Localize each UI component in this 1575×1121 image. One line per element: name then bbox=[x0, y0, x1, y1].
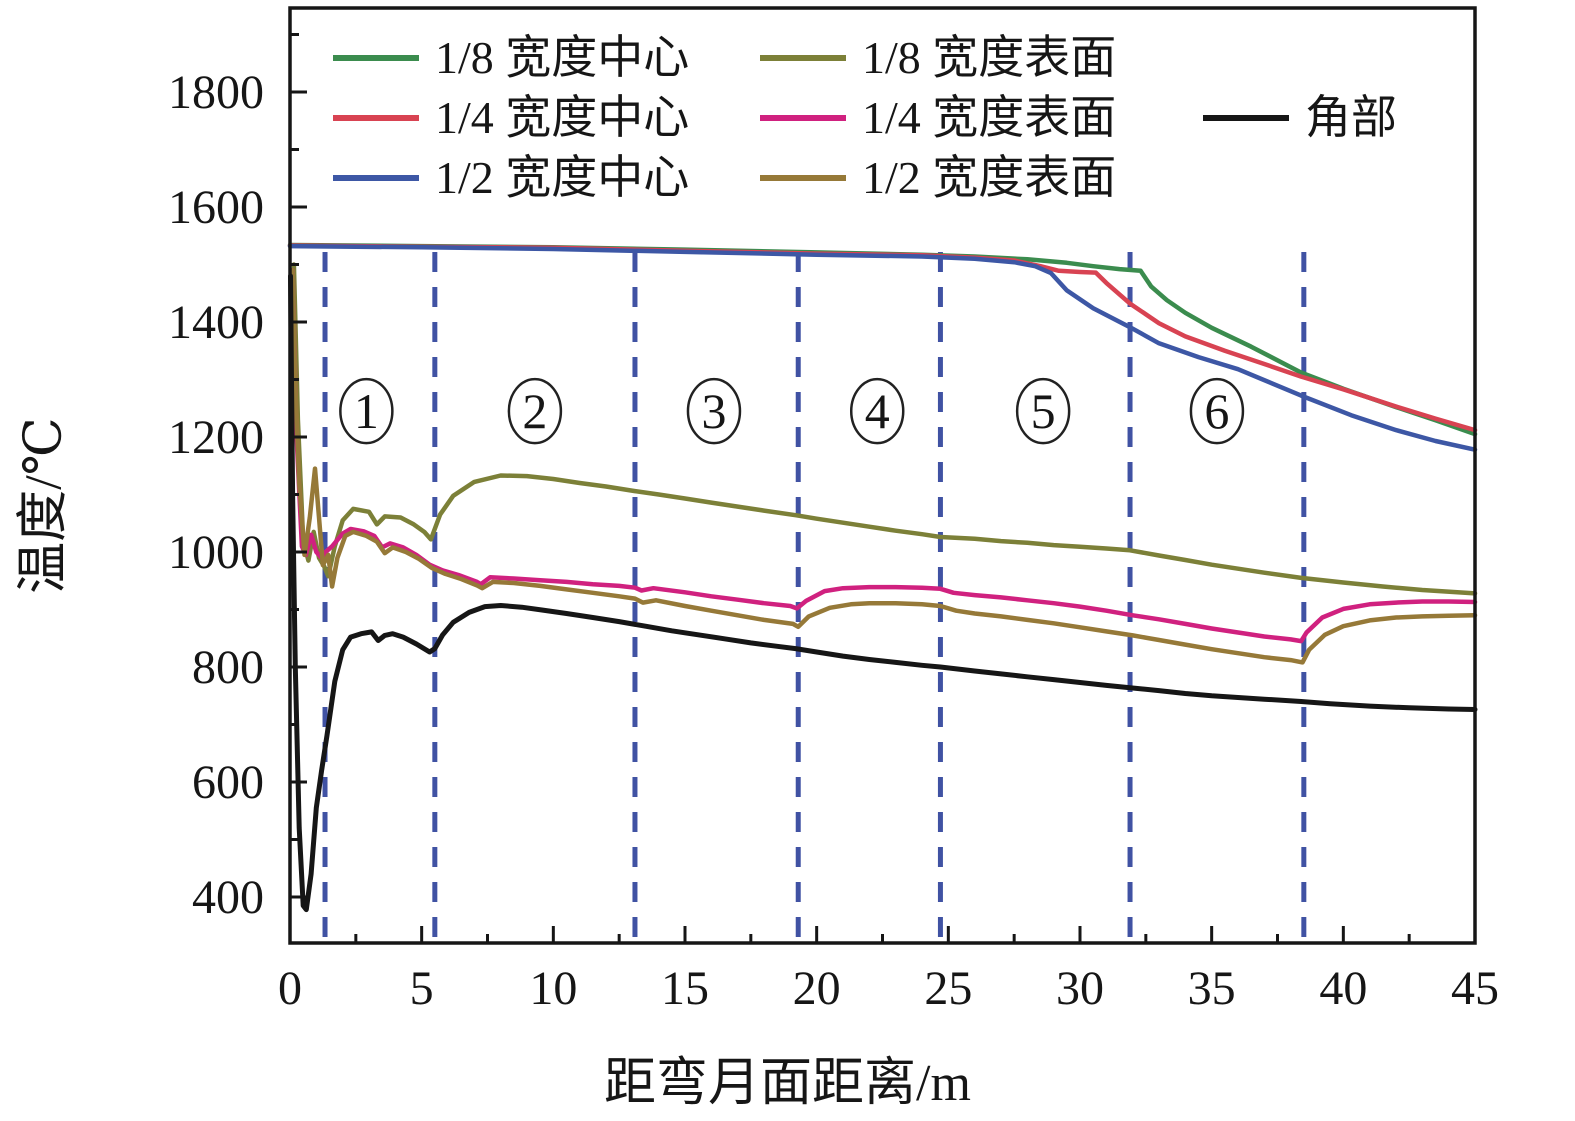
zone-number: 6 bbox=[1204, 383, 1229, 439]
legend-label-1-2-surface: 1/2 宽度表面 bbox=[862, 152, 1117, 203]
legend-entry-1-2-surface: 1/2 宽度表面 bbox=[760, 148, 1116, 208]
zone-number: 3 bbox=[701, 383, 726, 439]
legend-label-1-8-surface: 1/8 宽度表面 bbox=[862, 32, 1117, 83]
zone-number: 1 bbox=[354, 383, 379, 439]
legend-label-1-4-center: 1/4 宽度中心 bbox=[435, 92, 690, 143]
x-tick-label: 40 bbox=[1319, 962, 1367, 1015]
legend-entry-1-8-center: 1/8 宽度中心 bbox=[333, 28, 689, 88]
y-tick-label: 600 bbox=[192, 756, 264, 809]
y-tick-label: 400 bbox=[192, 871, 264, 924]
legend-entry-1-8-surface: 1/8 宽度表面 bbox=[760, 28, 1116, 88]
x-tick-label: 25 bbox=[924, 962, 972, 1015]
y-tick-label: 1000 bbox=[168, 526, 264, 579]
series-line-corner bbox=[288, 273, 1478, 913]
legend-column-3: 角部 bbox=[1203, 88, 1397, 148]
zone-number-circle bbox=[339, 377, 394, 445]
y-tick-label: 1800 bbox=[168, 66, 264, 119]
zone-number: 5 bbox=[1031, 383, 1056, 439]
legend-swatch-1-8-surface bbox=[760, 55, 846, 61]
legend-column-2: 1/8 宽度表面 1/4 宽度表面 1/2 宽度表面 bbox=[760, 28, 1116, 208]
legend-swatch-1-2-center bbox=[333, 175, 419, 181]
legend-entry-corner: 角部 bbox=[1203, 88, 1397, 148]
x-tick-label: 35 bbox=[1188, 962, 1236, 1015]
series-line-1-2-center bbox=[287, 243, 1478, 452]
y-tick-label: 1200 bbox=[168, 411, 264, 464]
x-tick-label: 30 bbox=[1056, 962, 1104, 1015]
zone-number: 2 bbox=[522, 383, 547, 439]
series-line-1-2-surface bbox=[290, 268, 1478, 665]
y-axis-title: 温度/℃ bbox=[15, 417, 73, 594]
legend-label-corner: 角部 bbox=[1305, 92, 1397, 143]
legend-entry-1-4-center: 1/4 宽度中心 bbox=[333, 88, 689, 148]
legend-swatch-1-4-center bbox=[333, 115, 419, 121]
y-tick-label: 1600 bbox=[168, 181, 264, 234]
legend-label-1-4-surface: 1/4 宽度表面 bbox=[862, 92, 1117, 143]
legend-column-1: 1/8 宽度中心 1/4 宽度中心 1/2 宽度中心 bbox=[333, 28, 689, 208]
legend-label-1-2-center: 1/2 宽度中心 bbox=[435, 152, 690, 203]
series-line-1-4-surface bbox=[290, 268, 1478, 644]
x-tick-label: 10 bbox=[529, 962, 577, 1015]
x-tick-label: 5 bbox=[410, 962, 434, 1015]
zone-number: 4 bbox=[865, 383, 890, 439]
x-tick-label: 0 bbox=[278, 962, 302, 1015]
legend-swatch-1-4-surface bbox=[760, 115, 846, 121]
plot-frame bbox=[288, 6, 1477, 945]
legend-entry-1-4-surface: 1/4 宽度表面 bbox=[760, 88, 1116, 148]
zone-number-circle bbox=[686, 377, 742, 445]
legend-swatch-corner bbox=[1203, 115, 1289, 121]
legend-label-1-8-center: 1/8 宽度中心 bbox=[435, 32, 690, 83]
zone-number-circle bbox=[849, 377, 905, 445]
y-tick-label: 1400 bbox=[168, 296, 264, 349]
x-tick-label: 15 bbox=[661, 962, 709, 1015]
x-axis-title: 距弯月面距离/m bbox=[604, 1055, 971, 1112]
x-tick-label: 45 bbox=[1451, 962, 1499, 1015]
zone-number-circle bbox=[1189, 377, 1245, 445]
zone-number-circle bbox=[1015, 377, 1071, 445]
legend-swatch-1-8-center bbox=[333, 55, 419, 61]
legend-entry-1-2-center: 1/2 宽度中心 bbox=[333, 148, 689, 208]
x-tick-label: 20 bbox=[793, 962, 841, 1015]
series-line-1-8-surface bbox=[291, 262, 1478, 596]
zone-number-circle bbox=[507, 377, 563, 445]
legend-swatch-1-2-surface bbox=[760, 175, 846, 181]
y-tick-label: 800 bbox=[192, 641, 264, 694]
